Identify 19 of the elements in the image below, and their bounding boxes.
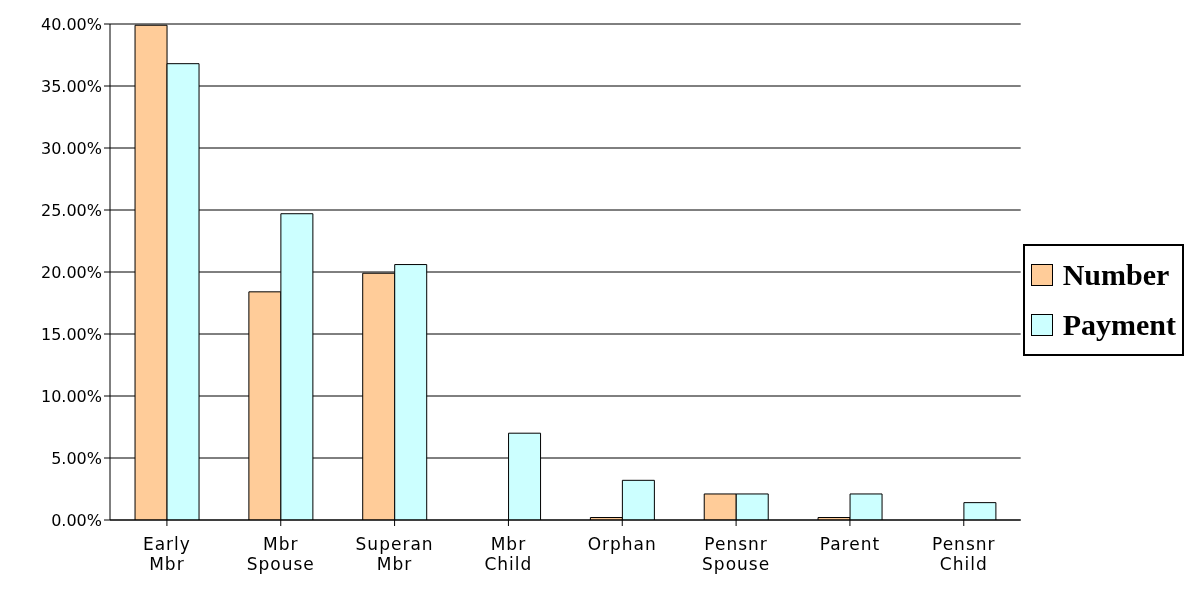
y-tick-label: 40.00% xyxy=(40,14,102,34)
x-tick-label: Superan Mbr xyxy=(355,533,434,574)
x-tick-label: Pensnr Spouse xyxy=(702,533,771,574)
y-tick-label: 20.00% xyxy=(40,262,102,282)
y-tick-label: 25.00% xyxy=(40,200,102,220)
legend-label: Payment xyxy=(1062,307,1176,343)
x-tick-label: Orphan xyxy=(587,533,657,554)
legend-label: Number xyxy=(1062,257,1170,293)
x-tick-label: Mbr Spouse xyxy=(246,533,315,574)
y-tick-label: 10.00% xyxy=(40,386,102,406)
y-tick-label: 35.00% xyxy=(40,76,102,96)
y-tick-label: 30.00% xyxy=(40,138,102,158)
y-tick-label: 0.00% xyxy=(51,510,102,530)
y-tick-label: 15.00% xyxy=(40,324,102,344)
x-tick-label: Parent xyxy=(819,533,881,554)
y-tick-label: 5.00% xyxy=(51,448,102,468)
x-tick-label: Mbr Child xyxy=(484,533,533,574)
x-tick-label: Early Mbr xyxy=(142,533,191,574)
x-tick-label: Pensnr Child xyxy=(932,533,996,574)
